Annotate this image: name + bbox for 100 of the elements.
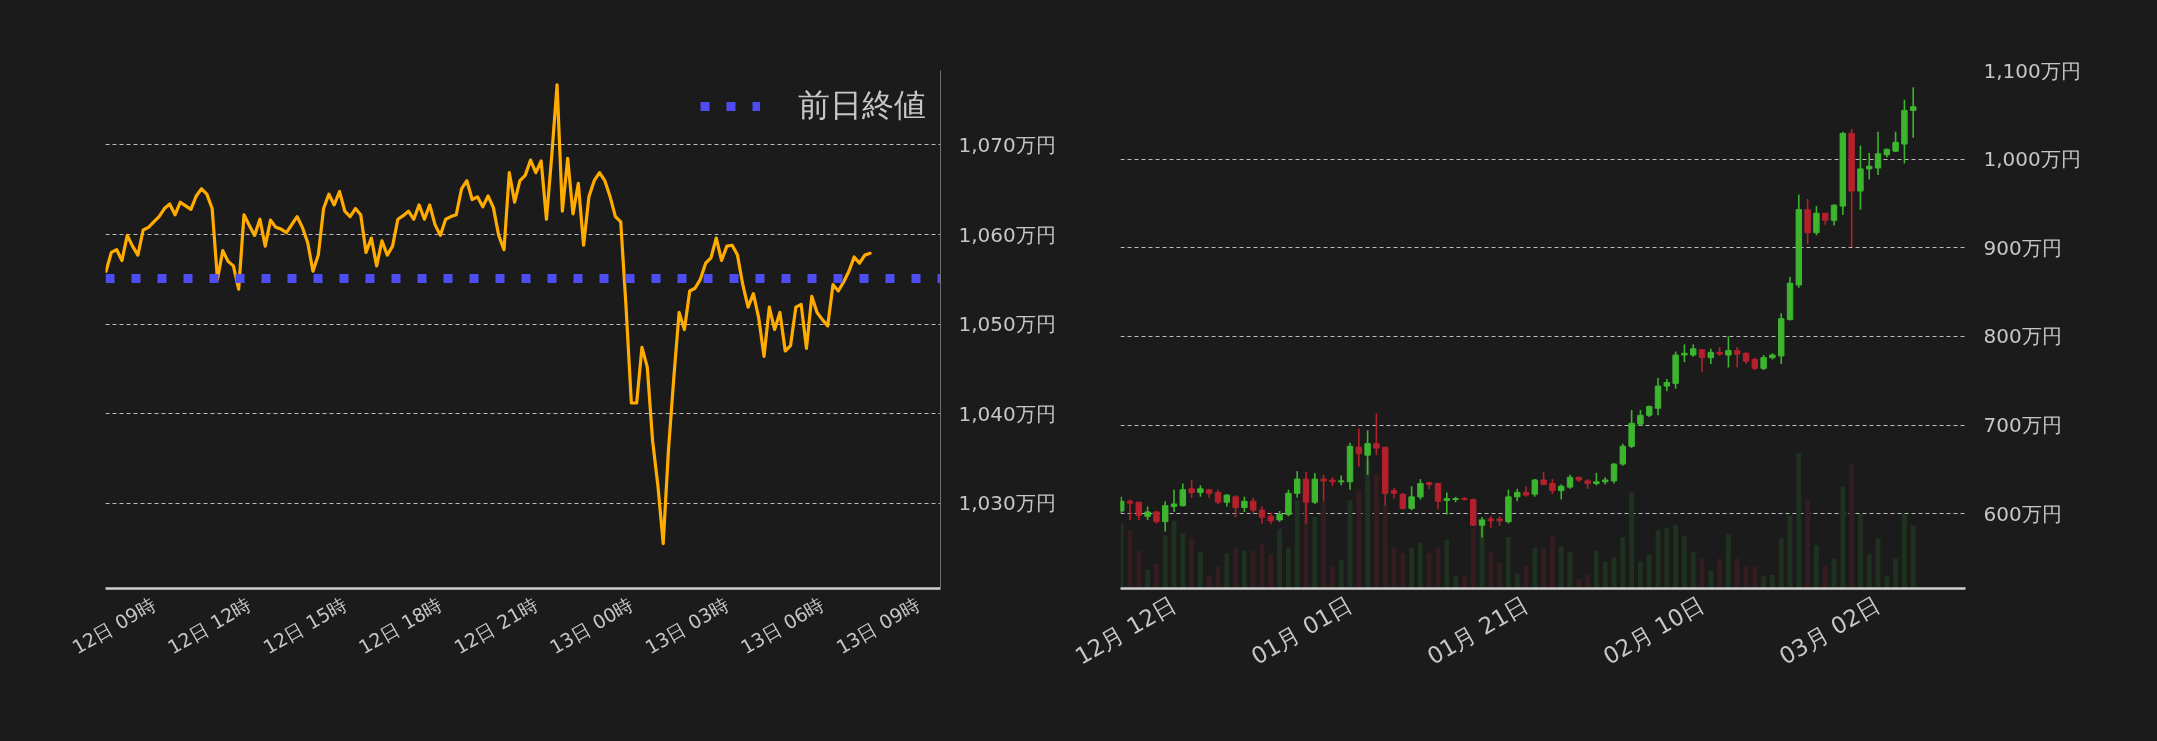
bar	[1409, 547, 1415, 589]
bar	[1189, 538, 1195, 589]
x-tick-label: 12日 21時	[450, 592, 542, 659]
x-tick-label: 12日 18時	[354, 592, 446, 659]
bar	[1822, 565, 1828, 589]
bar	[1638, 561, 1643, 589]
candlestick	[1628, 409, 1635, 449]
candlestick	[1654, 377, 1662, 417]
bar	[1778, 538, 1784, 589]
candlestick	[1874, 130, 1882, 176]
candlestick	[1417, 478, 1424, 501]
bar	[1312, 516, 1318, 589]
y-tick-label: 1,040万円	[958, 401, 1056, 426]
bar	[1321, 501, 1327, 589]
bar	[1796, 452, 1802, 589]
bar	[1902, 513, 1907, 589]
bar	[1268, 554, 1274, 589]
bar	[1646, 554, 1652, 589]
candlestick	[1813, 205, 1820, 237]
bar	[1136, 550, 1142, 589]
bar	[1849, 463, 1855, 589]
candlestick	[1161, 500, 1169, 533]
candlestick	[1487, 515, 1495, 529]
bar	[1805, 499, 1811, 589]
candlestick	[1733, 346, 1741, 369]
bar	[1717, 558, 1723, 589]
y-tick-label: 800万円	[1983, 324, 2062, 349]
bar	[1277, 528, 1283, 589]
bar	[1550, 535, 1555, 589]
bar	[1884, 576, 1890, 589]
x-tick-label: 13日 09時	[832, 592, 924, 659]
x-tick-label: 12日 09時	[68, 592, 160, 659]
bar	[1162, 535, 1168, 589]
bar	[1752, 566, 1758, 589]
bar	[1444, 539, 1450, 589]
y-tick-label: 1,030万円	[958, 491, 1056, 516]
candlestick	[1126, 498, 1134, 521]
bar	[1761, 576, 1767, 589]
bar	[1814, 545, 1819, 589]
bar	[1594, 550, 1599, 589]
candlestick	[1698, 348, 1706, 373]
x-tick-label: 13日 06時	[736, 592, 828, 659]
x-tick-label: 01月 01日	[1246, 591, 1357, 670]
x-tick-label: 12日 15時	[259, 592, 351, 659]
x-tick-label: 13日 00時	[545, 592, 637, 659]
candlestick	[1232, 494, 1239, 519]
bar	[1866, 554, 1872, 589]
bar	[1541, 547, 1547, 589]
bar	[1197, 551, 1203, 589]
bar	[1488, 551, 1494, 589]
candlestick	[1866, 152, 1873, 181]
bar	[1250, 550, 1256, 589]
bar	[1365, 459, 1371, 589]
bar	[1497, 562, 1503, 589]
bar	[1770, 574, 1775, 589]
bar	[1145, 569, 1151, 589]
bar	[1602, 561, 1608, 589]
candlestick	[1830, 203, 1838, 227]
candlestick	[1610, 462, 1618, 485]
bar	[1180, 532, 1186, 589]
bar	[1664, 527, 1670, 589]
bar	[1532, 547, 1538, 589]
bar	[1726, 534, 1731, 589]
y-tick-label: 700万円	[1983, 413, 2062, 438]
bar	[1382, 505, 1388, 589]
bar	[1426, 553, 1432, 589]
bar	[1840, 486, 1846, 589]
candlestick	[1179, 482, 1187, 508]
x-tick-label: 01月 21日	[1422, 591, 1533, 670]
y-tick-label: 1,060万円	[958, 222, 1056, 247]
bar	[1400, 553, 1406, 589]
bar	[1241, 550, 1247, 589]
x-tick-label: 13日 03時	[641, 592, 733, 659]
bar	[1673, 524, 1679, 589]
candlestick	[1293, 470, 1301, 499]
candlestick	[1408, 485, 1415, 511]
legend-label: 前日終値	[798, 85, 926, 126]
candlestick	[1619, 442, 1627, 467]
bar	[1417, 542, 1423, 589]
y-tick-label: 600万円	[1983, 501, 2062, 526]
bar	[1734, 558, 1740, 589]
candlestick	[1443, 491, 1451, 516]
bar	[1558, 546, 1564, 589]
bar	[1585, 574, 1591, 589]
candlestick	[1355, 427, 1363, 468]
candlestick	[1285, 488, 1292, 518]
bar	[1910, 526, 1916, 589]
candlestick	[1557, 483, 1565, 501]
candlestick	[1373, 412, 1380, 456]
bar	[1453, 576, 1459, 589]
candlestick	[1804, 198, 1811, 246]
x-tick-label: 03月 02日	[1774, 591, 1885, 670]
y-tick-label: 1,050万円	[958, 312, 1056, 337]
bar	[1514, 573, 1520, 589]
bar	[1224, 553, 1230, 589]
bar	[1629, 492, 1635, 589]
y-tick-label: 1,100万円	[1983, 58, 2081, 83]
bar	[1294, 500, 1300, 589]
candlestick	[1725, 335, 1732, 369]
x-tick-label: 12月 12日	[1070, 591, 1181, 670]
